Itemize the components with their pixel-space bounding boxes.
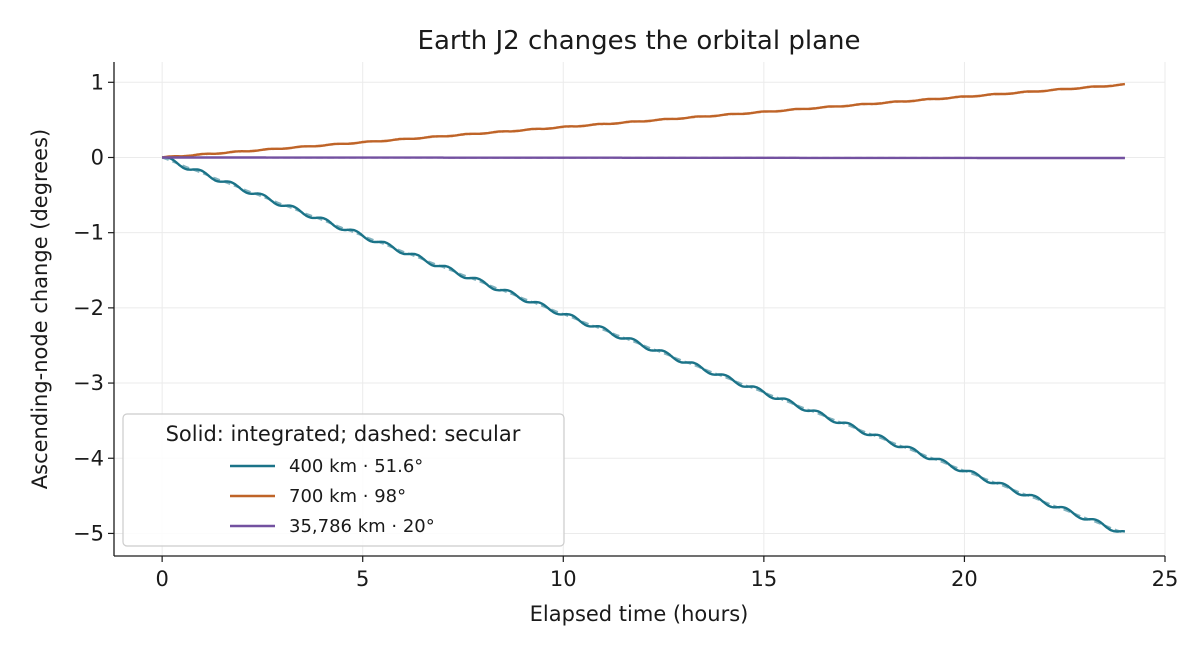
- y-tick-label: −4: [73, 446, 104, 470]
- x-ticks: 0 5 10 15 20 25: [155, 556, 1178, 591]
- y-tick-label: 0: [91, 145, 104, 169]
- x-tick-label: 20: [951, 567, 978, 591]
- y-ticks: 1 0 −1 −2 −3 −4 −5: [73, 70, 114, 545]
- x-axis-label: Elapsed time (hours): [530, 602, 749, 626]
- y-tick-label: −3: [73, 371, 104, 395]
- series-integrated-line-1: [161, 82, 1126, 159]
- y-axis-label: Ascending-node change (degrees): [28, 129, 52, 489]
- x-tick-label: 0: [155, 567, 168, 591]
- series-integrated-line-0: [161, 156, 1126, 533]
- legend-label-2: 35,786 km · 20°: [289, 516, 435, 537]
- x-tick-label: 5: [356, 567, 369, 591]
- legend-box: [122, 413, 565, 547]
- chart-title: Earth J2 changes the orbital plane: [418, 26, 861, 56]
- x-tick-label: 25: [1152, 567, 1179, 591]
- y-tick-label: −5: [73, 521, 104, 545]
- legend-label-0: 400 km · 51.6°: [289, 456, 423, 477]
- series-lines: [161, 82, 1126, 535]
- x-tick-label: 10: [550, 567, 577, 591]
- x-tick-label: 15: [750, 567, 777, 591]
- legend: Solid: integrated; dashed: secular 400 k…: [122, 413, 565, 547]
- y-tick-label: 1: [91, 70, 104, 94]
- series-integrated-line-2: [162, 156, 1125, 160]
- legend-label-1: 700 km · 98°: [289, 486, 406, 507]
- y-tick-label: −2: [73, 296, 104, 320]
- legend-title: Solid: integrated; dashed: secular: [166, 422, 521, 446]
- y-tick-label: −1: [73, 221, 104, 245]
- legend-entries: 400 km · 51.6° 700 km · 98° 35,786 km · 20…: [230, 456, 435, 537]
